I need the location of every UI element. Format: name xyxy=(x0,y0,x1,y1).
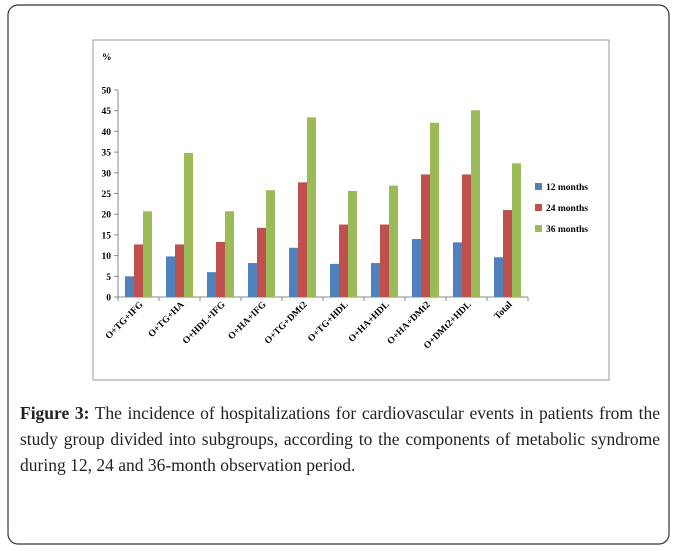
y-tick-label: 15 xyxy=(102,231,112,241)
bar xyxy=(175,244,184,297)
caption-text: The incidence of hospitalizations for ca… xyxy=(20,403,660,475)
bar xyxy=(389,185,398,297)
caption-label: Figure 3: xyxy=(20,403,90,423)
bar xyxy=(298,182,307,297)
figure-border xyxy=(7,4,670,545)
legend-swatch xyxy=(535,225,542,232)
bar xyxy=(216,241,225,297)
bar xyxy=(348,191,357,297)
bar xyxy=(421,174,430,297)
bar xyxy=(125,276,134,297)
legend-label: 12 months xyxy=(546,183,588,193)
bar xyxy=(207,272,216,297)
legend-swatch xyxy=(535,204,542,211)
y-tick-label: 25 xyxy=(102,190,112,200)
y-tick-label: 20 xyxy=(102,211,112,221)
y-tick-label: 5 xyxy=(106,273,111,283)
bar xyxy=(412,239,421,297)
y-axis-label: % xyxy=(102,53,112,63)
legend-label: 36 months xyxy=(546,225,588,235)
y-tick-label: 0 xyxy=(106,294,111,304)
bar xyxy=(184,152,193,297)
chart-frame xyxy=(92,39,610,381)
bar xyxy=(134,244,143,297)
bar xyxy=(453,242,462,297)
legend-label: 24 months xyxy=(546,204,588,214)
y-tick-label: 30 xyxy=(102,169,112,179)
bar xyxy=(143,211,152,297)
legend-swatch xyxy=(535,183,542,190)
y-tick-label: 40 xyxy=(102,128,112,138)
bar xyxy=(494,257,503,297)
bar xyxy=(471,110,480,297)
bar xyxy=(248,263,257,297)
y-tick-label: 45 xyxy=(102,107,112,117)
bar xyxy=(166,256,175,297)
figure-caption: Figure 3: The incidence of hospitalizati… xyxy=(20,400,660,478)
bar xyxy=(503,210,512,297)
bar xyxy=(380,224,389,297)
y-tick-label: 10 xyxy=(102,252,112,262)
y-tick-label: 35 xyxy=(102,149,112,159)
bar xyxy=(307,117,316,297)
bar xyxy=(339,224,348,297)
y-tick-label: 50 xyxy=(102,87,112,97)
bar xyxy=(257,227,266,297)
bar xyxy=(371,263,380,297)
bar xyxy=(225,211,234,297)
bar xyxy=(289,247,298,297)
bar xyxy=(462,174,471,297)
bar xyxy=(266,190,275,297)
bar xyxy=(512,163,521,297)
bar xyxy=(330,263,339,297)
bar xyxy=(430,122,439,298)
